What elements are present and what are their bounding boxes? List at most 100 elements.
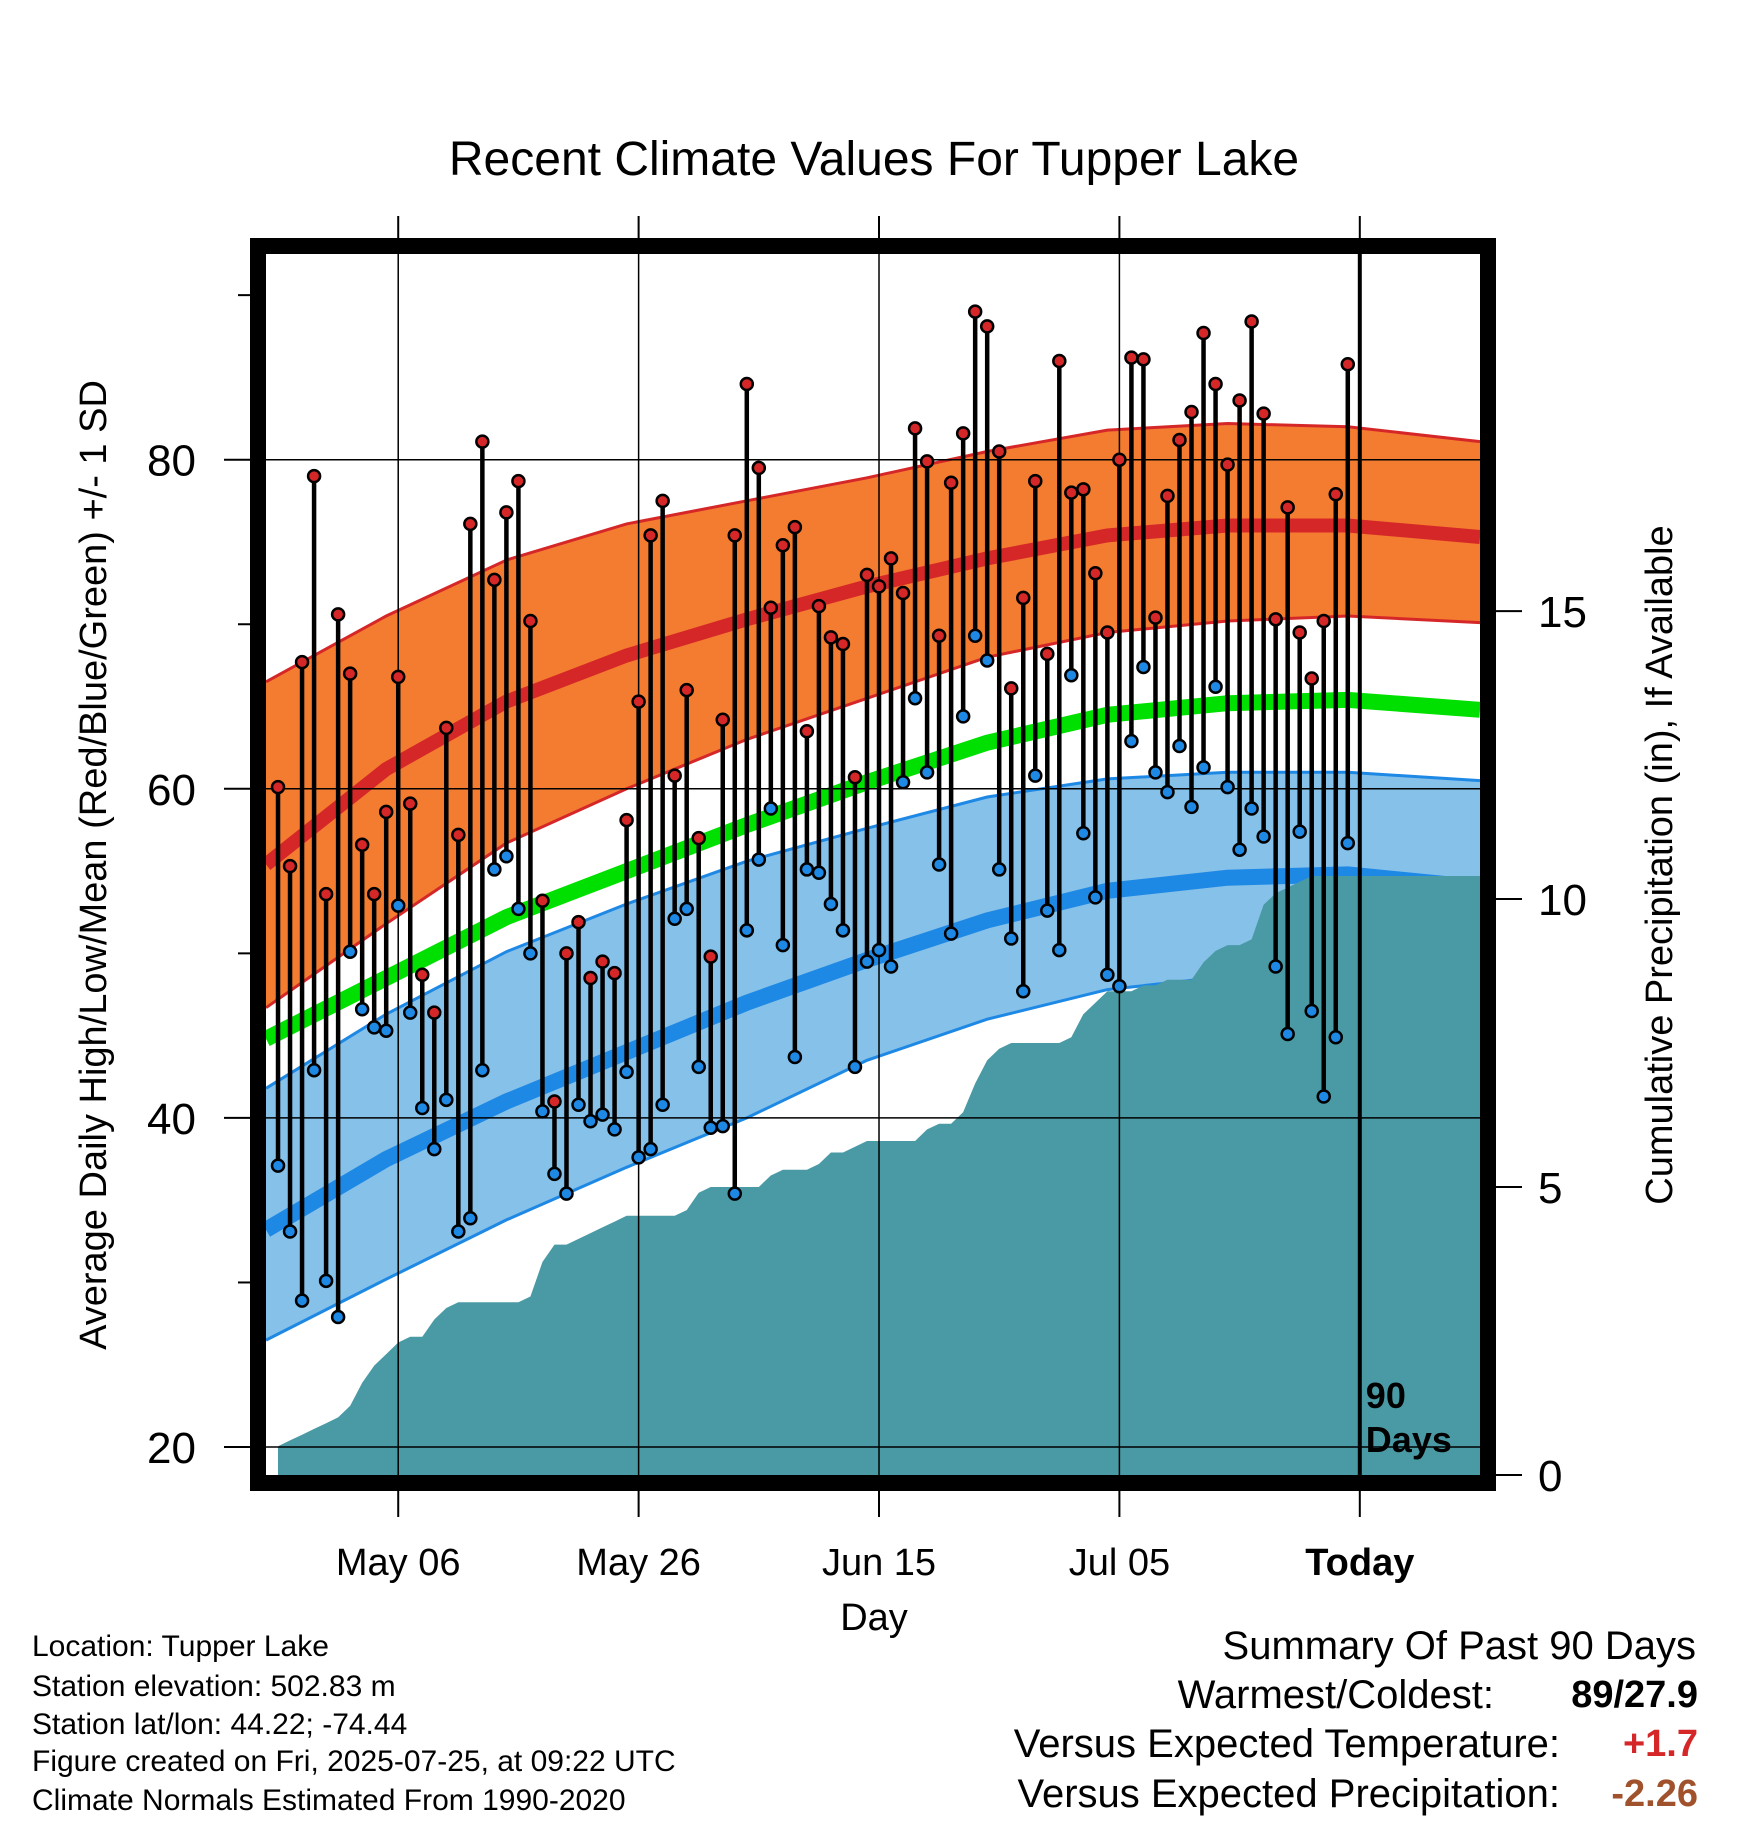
low-point	[1028, 768, 1043, 783]
y-tick-label: 80	[147, 437, 196, 486]
high-point	[715, 712, 731, 727]
low-point	[1316, 1089, 1331, 1104]
low-point	[1124, 733, 1139, 749]
high-point	[871, 579, 887, 594]
low-point	[847, 1059, 863, 1075]
low-point	[583, 1113, 598, 1129]
low-point	[427, 1141, 442, 1157]
high-point	[1328, 487, 1344, 502]
high-point	[1316, 613, 1331, 629]
high-point	[1052, 353, 1067, 369]
high-point	[463, 516, 478, 532]
high-point	[1160, 488, 1175, 504]
high-point	[667, 768, 682, 783]
high-point	[811, 598, 827, 614]
low-point	[294, 1293, 310, 1308]
high-point	[282, 858, 298, 874]
low-point	[859, 954, 875, 969]
low-point	[415, 1100, 430, 1116]
high-point	[1028, 473, 1043, 489]
low-point	[571, 1097, 586, 1113]
low-point	[871, 942, 887, 958]
low-point	[1304, 1003, 1319, 1019]
high-point	[955, 426, 971, 441]
high-point	[991, 444, 1007, 459]
y2-tick-label: 10	[1538, 876, 1587, 925]
chart-title: Recent Climate Values For Tupper Lake	[449, 133, 1299, 186]
x-tick-label: May 06	[336, 1542, 461, 1584]
low-point	[1040, 903, 1055, 918]
low-point	[1268, 959, 1283, 974]
high-point	[1015, 590, 1031, 606]
low-point	[835, 923, 851, 938]
high-point	[427, 1005, 442, 1020]
low-point	[1076, 825, 1091, 841]
footer-created: Figure created on Fri, 2025-07-25, at 09…	[32, 1745, 676, 1778]
low-point	[727, 1186, 743, 1201]
low-point	[1280, 1026, 1295, 1042]
low-point	[318, 1273, 334, 1289]
y-tick-label: 40	[147, 1095, 196, 1144]
low-point	[439, 1092, 454, 1108]
low-point	[667, 911, 682, 927]
low-point	[306, 1062, 322, 1078]
high-point	[559, 946, 574, 961]
low-point	[931, 857, 947, 872]
y-tick-label: 20	[147, 1424, 196, 1473]
low-point	[1340, 835, 1356, 851]
low-point	[342, 944, 358, 959]
high-sd-band	[266, 423, 1480, 1008]
summary-heading: Summary Of Past 90 Days	[1222, 1624, 1696, 1668]
y2-tick-label: 5	[1538, 1164, 1562, 1213]
high-point	[787, 519, 803, 535]
y2-tick-label: 15	[1538, 588, 1587, 637]
high-point	[775, 538, 791, 553]
high-point	[535, 893, 550, 908]
high-point	[1256, 406, 1271, 421]
high-point	[751, 460, 767, 476]
low-point	[366, 1020, 382, 1035]
low-point	[739, 923, 755, 938]
high-point	[1136, 352, 1151, 367]
summary-temp-label: Versus Expected Temperature:	[1013, 1722, 1560, 1766]
low-point	[354, 1002, 370, 1017]
x-axis: May 06 May 26 Jun 15 Jul 05 Today	[336, 216, 1414, 1584]
high-point	[1040, 646, 1055, 662]
high-point	[1220, 457, 1235, 472]
low-point	[270, 1158, 286, 1173]
low-point	[1208, 679, 1223, 695]
high-point	[342, 666, 358, 681]
low-point	[1220, 779, 1235, 795]
x-tick-label: Today	[1305, 1542, 1414, 1584]
high-point	[547, 1094, 562, 1109]
low-point	[1256, 829, 1271, 844]
y-axis-label: Average Daily High/Low/Mean (Red/Blue/Gr…	[73, 380, 115, 1350]
high-point	[1148, 610, 1163, 625]
low-point	[487, 862, 502, 877]
high-point	[763, 600, 779, 616]
high-point	[318, 886, 334, 902]
high-point	[1244, 314, 1259, 329]
high-point	[354, 837, 370, 853]
high-point	[1196, 325, 1211, 341]
high-point	[619, 812, 634, 828]
low-point	[1328, 1030, 1344, 1045]
low-point	[282, 1224, 298, 1239]
plot-frame	[250, 238, 1496, 1491]
high-point	[499, 505, 514, 520]
low-point	[535, 1104, 550, 1119]
low-point	[402, 1005, 418, 1020]
high-point	[1003, 681, 1019, 696]
high-point	[294, 654, 310, 670]
summary-warmest-label: Warmest/Coldest:	[1177, 1673, 1494, 1717]
high-point	[583, 970, 598, 986]
footer-elevation: Station elevation: 502.83 m	[32, 1670, 396, 1703]
y-axis-right: 0 5 10 15	[1496, 588, 1587, 1501]
low-point	[547, 1166, 562, 1182]
x-axis-label: Day	[840, 1597, 908, 1639]
high-point	[366, 886, 382, 902]
high-point	[270, 779, 286, 795]
summary-precip-label: Versus Expected Precipitation:	[1017, 1772, 1560, 1816]
